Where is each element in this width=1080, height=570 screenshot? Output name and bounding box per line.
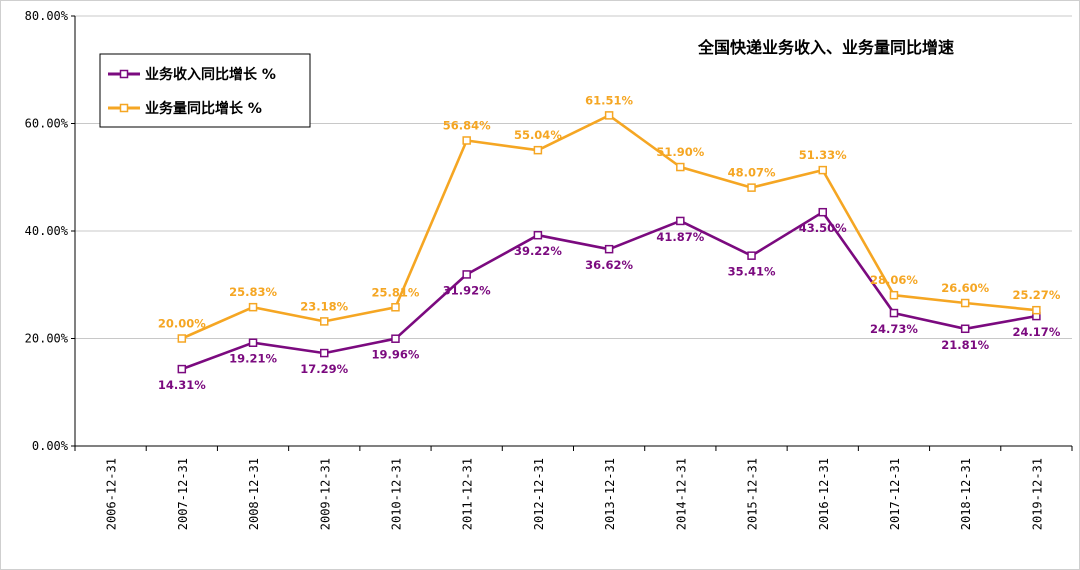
x-tick-label-8: 2014-12-31 — [674, 458, 688, 530]
series-0-point-1 — [177, 364, 187, 374]
series-0-label-12: 21.81% — [941, 338, 989, 352]
legend: 业务收入同比增长 % 业务量同比增长 % — [99, 53, 311, 128]
series-0-label-10: 43.50% — [799, 221, 847, 235]
series-1-label-4: 25.81% — [372, 285, 420, 299]
legend-marker-volume — [119, 103, 129, 113]
series-0-point-12 — [960, 324, 970, 334]
series-0-label-2: 19.21% — [229, 352, 277, 366]
series-0-point-6 — [533, 230, 543, 240]
series-0-label-1: 14.31% — [158, 378, 206, 392]
data-labels: 14.31% 19.21% 17.29% 19.96% 31.92% 39.22% 36.6… — [158, 93, 1061, 392]
axes: 0.00% 20.00% 40.00% 60.00% 80.00% 2006-12-31 2… — [25, 9, 1073, 530]
x-tick-label-6: 2012-12-31 — [532, 458, 546, 530]
y-tick-label-0: 0.00% — [32, 439, 69, 453]
series-0-label-13: 24.17% — [1012, 325, 1060, 339]
series-0-point-7 — [604, 244, 614, 254]
series-1-label-3: 23.18% — [300, 299, 348, 313]
x-tick-label-10: 2016-12-31 — [817, 458, 831, 530]
series-1-point-5 — [462, 136, 471, 145]
series-0-label-8: 41.87% — [656, 230, 704, 244]
x-tick-label-3: 2009-12-31 — [318, 458, 332, 530]
series-1-label-1: 20.00% — [158, 317, 206, 331]
series-0-label-11: 24.73% — [870, 322, 918, 336]
series-0-label-7: 36.62% — [585, 258, 633, 272]
x-tick-label-9: 2015-12-31 — [746, 458, 760, 530]
series-1-label-9: 48.07% — [728, 166, 776, 180]
series-0-point-10 — [818, 207, 827, 217]
legend-box — [99, 53, 311, 128]
series-1-point-11 — [889, 290, 899, 300]
series-1-point-6 — [533, 145, 543, 155]
series-0-label-5: 31.92% — [443, 283, 491, 297]
series-1-label-8: 51.90% — [656, 145, 704, 159]
y-tick-label-2: 40.00% — [25, 224, 69, 238]
series-0-point-4 — [391, 334, 400, 343]
series-0-point-9 — [747, 251, 756, 260]
x-tick-label-0: 2006-12-31 — [105, 458, 119, 530]
series-layer — [177, 111, 1041, 374]
series-1-label-6: 55.04% — [514, 128, 562, 142]
legend-marker-revenue — [119, 69, 129, 79]
x-tick-label-11: 2017-12-31 — [888, 458, 902, 530]
series-0-point-5 — [462, 270, 471, 279]
x-tick-label-5: 2011-12-31 — [461, 458, 475, 530]
chart-title-group: 全国快递业务收入、业务量同比增速 — [697, 38, 954, 57]
series-1-point-13 — [1032, 305, 1041, 315]
series-1-label-12: 26.60% — [941, 281, 989, 295]
series-1-point-10 — [818, 165, 827, 175]
series-0-point-2 — [248, 338, 258, 347]
legend-label-revenue: 业务收入同比增长 % — [145, 66, 276, 83]
x-tick-label-2: 2008-12-31 — [247, 458, 261, 530]
x-tick-label-7: 2013-12-31 — [603, 458, 617, 530]
series-0-label-9: 35.41% — [728, 265, 776, 279]
series-0-point-8 — [676, 216, 685, 226]
series-0-point-11 — [889, 308, 899, 318]
series-1-label-13: 25.27% — [1012, 288, 1060, 302]
y-tick-label-1: 20.00% — [25, 332, 69, 346]
series-1-point-8 — [676, 162, 685, 172]
series-0-label-3: 17.29% — [300, 362, 348, 376]
series-0-label-4: 19.96% — [372, 348, 420, 362]
y-tick-label-4: 80.00% — [25, 9, 69, 23]
x-tick-label-13: 2019-12-31 — [1030, 458, 1044, 530]
series-1-point-1 — [177, 334, 187, 343]
x-tick-label-1: 2007-12-31 — [176, 458, 190, 530]
series-1-label-10: 51.33% — [799, 148, 847, 162]
series-0-label-6: 39.22% — [514, 244, 562, 258]
series-1-label-11: 28.06% — [870, 273, 918, 287]
series-1-point-7 — [604, 111, 614, 120]
series-1-point-9 — [747, 183, 756, 192]
series-1-label-7: 61.51% — [585, 93, 633, 107]
series-1-point-12 — [960, 298, 970, 308]
legend-label-volume: 业务量同比增长 % — [145, 100, 262, 117]
x-tick-label-12: 2018-12-31 — [959, 458, 973, 530]
series-1-point-4 — [391, 303, 400, 312]
series-1-point-3 — [320, 317, 329, 326]
x-tick-label-4: 2010-12-31 — [389, 458, 403, 530]
y-tick-label-3: 60.00% — [25, 117, 69, 131]
series-1-label-2: 25.83% — [229, 285, 277, 299]
series-1-point-2 — [248, 302, 258, 312]
series-0-point-3 — [320, 348, 329, 358]
chart-title: 全国快递业务收入、业务量同比增速 — [697, 38, 954, 57]
series-1-label-5: 56.84% — [443, 118, 491, 132]
